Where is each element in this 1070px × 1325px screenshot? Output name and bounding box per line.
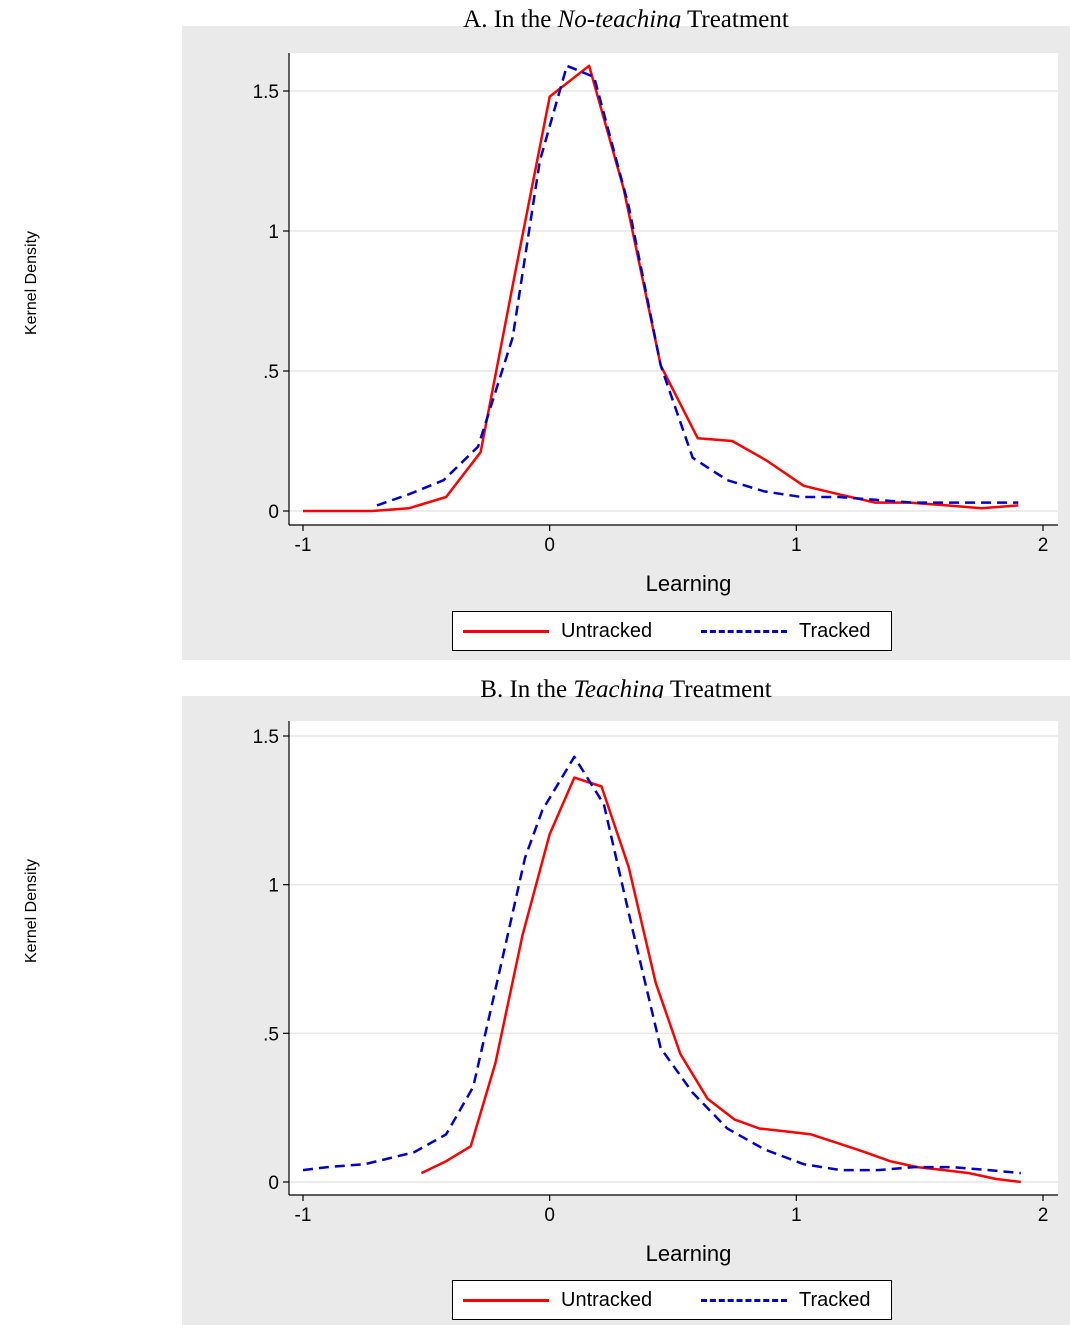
legend-swatch-tracked xyxy=(701,1298,787,1302)
y-tick-label: .5 xyxy=(263,1024,279,1045)
y-tick-label: .5 xyxy=(263,362,279,383)
legend-label-untracked: Untracked xyxy=(561,1288,653,1311)
legend-label-tracked: Tracked xyxy=(799,1288,871,1311)
chart-svg: 0 .5 1 1.5 -1 0 1 2 Learning xyxy=(253,53,1058,596)
x-axis-label: Learning xyxy=(646,1241,732,1266)
chart-panel-b: B. In the Teaching Treatment Kernel Dens… xyxy=(0,668,1070,1325)
y-tick-label: 1 xyxy=(268,222,279,243)
legend: Untracked Tracked xyxy=(452,611,892,651)
chart-title: A. In the No-teaching Treatment xyxy=(463,6,789,28)
legend-item-untracked: Untracked xyxy=(463,612,652,650)
plot-area xyxy=(289,53,1058,525)
x-tick-label: 1 xyxy=(791,535,802,556)
y-tick-label: 1.5 xyxy=(253,82,279,103)
series-line-untracked xyxy=(420,776,1021,1184)
x-axis-label: Learning xyxy=(646,571,732,596)
x-tick-label: 2 xyxy=(1038,1205,1049,1226)
y-tick-label: 0 xyxy=(268,502,279,523)
series-line-tracked xyxy=(302,755,1021,1175)
legend-label-tracked: Tracked xyxy=(799,619,871,642)
legend-item-untracked: Untracked xyxy=(463,1281,652,1319)
legend-item-tracked: Tracked xyxy=(701,612,871,650)
series-line-tracked xyxy=(376,64,1019,507)
x-tick-label: 2 xyxy=(1038,535,1049,556)
legend-swatch-tracked xyxy=(701,629,787,633)
x-tick-label: 0 xyxy=(544,535,555,556)
x-tick-label: 1 xyxy=(791,1205,802,1226)
plot-area xyxy=(289,721,1058,1195)
chart-svg: 0 .5 1 1.5 -1 0 1 2 Learning xyxy=(253,721,1058,1266)
legend-label-untracked: Untracked xyxy=(561,619,653,642)
legend-swatch-untracked xyxy=(463,1298,549,1302)
chart-panel-a: A. In the No-teaching Treatment Kernel D… xyxy=(0,0,1070,660)
legend-item-tracked: Tracked xyxy=(701,1281,871,1319)
y-tick-label: 0 xyxy=(268,1173,279,1194)
x-tick-label: -1 xyxy=(295,535,312,556)
x-tick-label: -1 xyxy=(295,1205,312,1226)
y-tick-label: 1 xyxy=(268,876,279,897)
legend-swatch-untracked xyxy=(463,629,549,633)
x-tick-label: 0 xyxy=(544,1205,555,1226)
chart-title: B. In the Teaching Treatment xyxy=(480,676,772,698)
legend: Untracked Tracked xyxy=(452,1280,892,1320)
y-tick-label: 1.5 xyxy=(253,727,279,748)
